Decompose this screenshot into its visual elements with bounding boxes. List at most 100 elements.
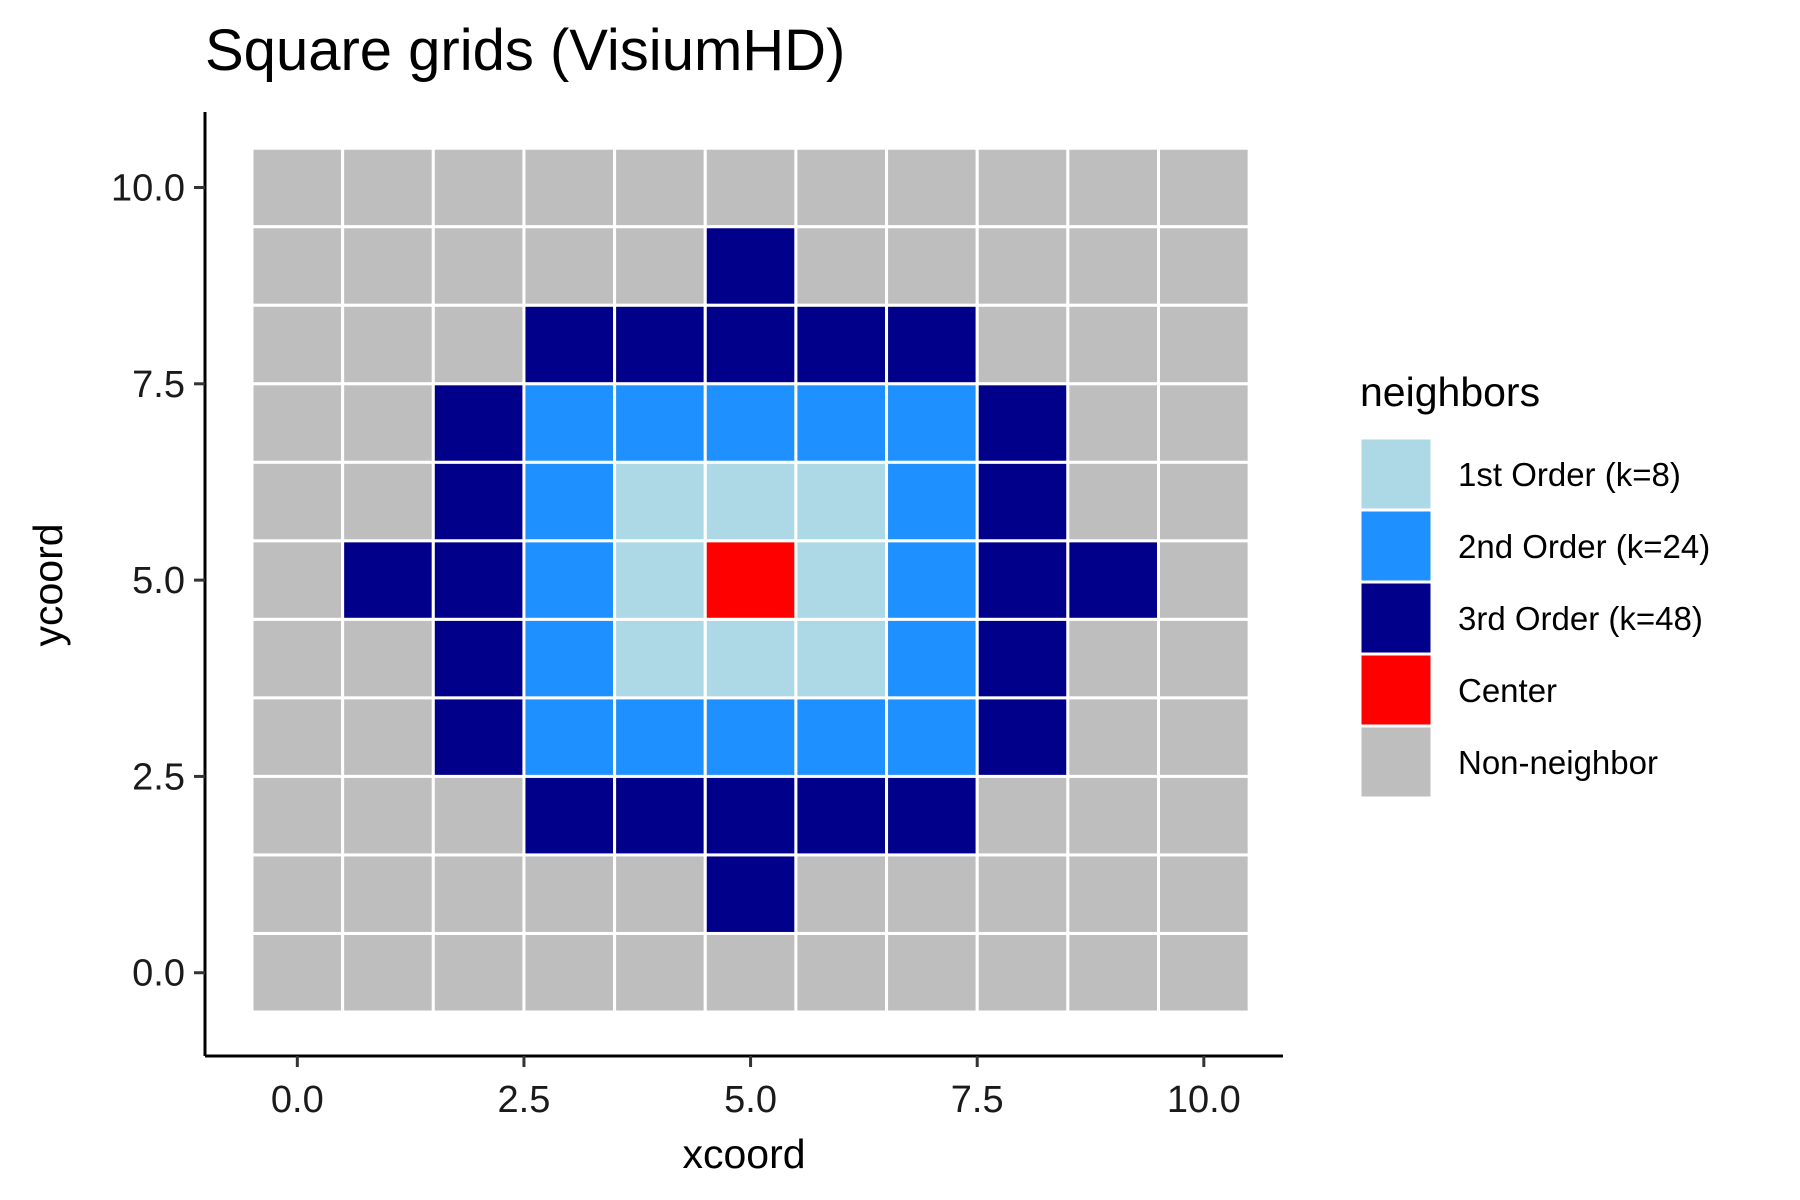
cell-second: [522, 382, 617, 464]
legend-swatch-third: [1358, 580, 1434, 656]
cell-non: [703, 146, 798, 229]
x-axis-title: xcoord: [682, 1131, 805, 1177]
cell-non: [341, 303, 435, 386]
legend-swatch-center: [1358, 652, 1434, 728]
x-tick-label: 2.5: [498, 1079, 551, 1121]
cell-second: [885, 617, 979, 700]
legend-swatch-second: [1358, 508, 1434, 584]
cell-first: [794, 539, 889, 621]
cell-non: [1066, 460, 1160, 543]
cell-first: [703, 617, 798, 700]
y-tick-label: 2.5: [132, 756, 185, 798]
cell-non: [975, 225, 1070, 307]
cell-third: [975, 617, 1070, 700]
cell-third: [885, 774, 979, 857]
cell-non: [341, 460, 435, 543]
cell-non: [613, 225, 707, 307]
y-tick-label: 10.0: [111, 168, 185, 210]
cell-third: [431, 696, 526, 778]
cell-third: [613, 774, 707, 857]
cell-non: [250, 853, 345, 935]
cell-third: [885, 303, 979, 386]
cell-second: [522, 460, 617, 543]
cell-non: [613, 853, 707, 935]
cell-third: [431, 617, 526, 700]
cell-first: [613, 617, 707, 700]
legend-label-center: Center: [1458, 672, 1557, 709]
cell-non: [431, 225, 526, 307]
cell-third: [703, 774, 798, 857]
cell-non: [250, 225, 345, 307]
cell-non: [1157, 774, 1251, 857]
cell-non: [1066, 696, 1160, 778]
cell-non: [1066, 617, 1160, 700]
cell-third: [431, 382, 526, 464]
cell-non: [431, 931, 526, 1014]
cell-second: [522, 617, 617, 700]
legend-label-first: 1st Order (k=8): [1458, 456, 1681, 493]
cell-first: [703, 460, 798, 543]
cell-non: [522, 853, 617, 935]
cell-non: [1157, 146, 1251, 229]
cell-non: [1066, 303, 1160, 386]
cell-non: [250, 303, 345, 386]
cell-third: [975, 539, 1070, 621]
cell-non: [975, 146, 1070, 229]
cell-non: [250, 460, 345, 543]
cell-non: [1157, 303, 1251, 386]
legend-items: 1st Order (k=8) 2nd Order (k=24) 3rd Order…: [1358, 436, 1710, 800]
cell-non: [1157, 931, 1251, 1014]
cell-first: [613, 460, 707, 543]
cell-non: [794, 853, 889, 935]
cell-non: [885, 931, 979, 1014]
x-axis-ticks: 0.0 2.5 5.0 7.5 10.0: [271, 1056, 1241, 1121]
cell-non: [975, 931, 1070, 1014]
x-tick-label: 0.0: [271, 1079, 324, 1121]
cell-non: [1066, 146, 1160, 229]
cell-first: [613, 539, 707, 621]
cell-third: [703, 225, 798, 307]
cell-non: [885, 853, 979, 935]
cell-non: [1066, 382, 1160, 464]
cell-non: [250, 382, 345, 464]
cell-non: [431, 853, 526, 935]
cell-third: [975, 460, 1070, 543]
cell-non: [1066, 225, 1160, 307]
cell-non: [341, 382, 435, 464]
cell-non: [341, 774, 435, 857]
cell-second: [885, 382, 979, 464]
cell-non: [885, 146, 979, 229]
cell-non: [250, 696, 345, 778]
cell-third: [613, 303, 707, 386]
x-tick-label: 7.5: [951, 1079, 1004, 1121]
cell-second: [703, 696, 798, 778]
cell-second: [703, 382, 798, 464]
cell-non: [1157, 382, 1251, 464]
legend-label-second: 2nd Order (k=24): [1458, 528, 1710, 565]
cell-non: [341, 225, 435, 307]
cell-center: [703, 539, 798, 621]
cell-non: [341, 931, 435, 1014]
cell-third: [794, 303, 889, 386]
cell-non: [341, 146, 435, 229]
cell-non: [522, 225, 617, 307]
cell-non: [975, 774, 1070, 857]
legend: neighbors 1st Order (k=8) 2nd Order (k=24…: [1358, 369, 1710, 800]
heatmap-cells: [250, 146, 1251, 1014]
legend-title: neighbors: [1360, 369, 1540, 415]
cell-non: [250, 146, 345, 229]
y-tick-label: 5.0: [132, 560, 185, 602]
cell-third: [794, 774, 889, 857]
cell-third: [975, 382, 1070, 464]
cell-non: [1157, 225, 1251, 307]
cell-third: [431, 539, 526, 621]
x-tick-label: 10.0: [1167, 1079, 1241, 1121]
cell-second: [613, 382, 707, 464]
cell-non: [975, 303, 1070, 386]
cell-first: [794, 460, 889, 543]
cell-non: [341, 696, 435, 778]
cell-third: [703, 853, 798, 935]
cell-non: [250, 539, 345, 621]
cell-non: [1157, 539, 1251, 621]
cell-non: [522, 931, 617, 1014]
